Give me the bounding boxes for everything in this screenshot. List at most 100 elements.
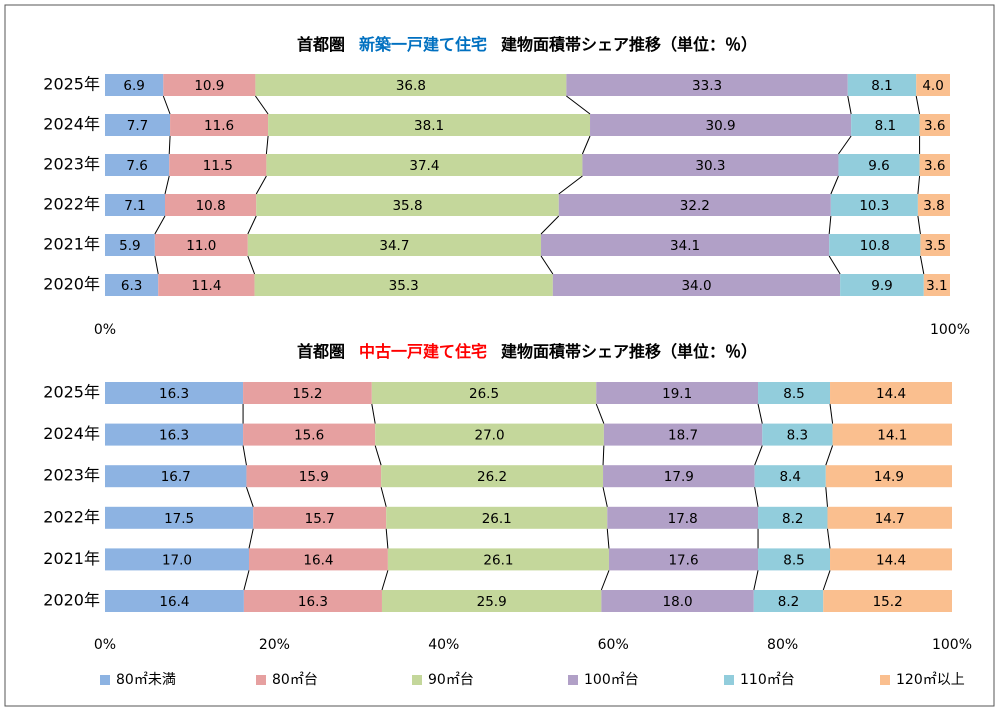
y-tick-label: 2022年 [43,195,100,214]
connector [829,403,834,424]
connector [825,445,834,466]
value-label: 8.1 [875,118,896,134]
legend-label: 80㎡台 [272,672,318,688]
value-label: 9.6 [868,158,889,174]
y-tick-label: 2021年 [43,235,100,254]
bar-segment [832,423,952,446]
bar-segment [371,382,597,404]
value-label: 33.3 [692,78,722,94]
bar-segment [830,194,918,216]
legend-label: 120㎡以上 [896,672,965,688]
value-label: 16.3 [159,428,189,444]
connector [602,445,605,466]
bar-segment [243,382,372,404]
y-tick-label: 2025年 [43,383,100,402]
bar-segment [164,194,257,216]
connector [243,570,250,591]
value-label: 11.0 [186,238,216,254]
connector [606,528,610,549]
value-label: 25.9 [477,594,507,610]
bar-segment [923,274,950,296]
connector [385,528,389,549]
value-label: 16.7 [161,469,191,485]
value-label: 27.0 [475,428,505,444]
bar-segment [838,154,920,176]
bar-segment [847,74,917,96]
value-label: 26.2 [477,469,507,485]
bar-segment [603,423,763,446]
connector [754,487,759,507]
value-label: 15.2 [873,594,903,610]
connector [917,175,921,195]
connector [248,528,254,549]
y-tick-label: 2024年 [43,424,100,443]
connector [830,175,839,195]
value-label: 10.3 [859,198,889,214]
title-part: 首都圏 [297,35,345,54]
value-label: 11.4 [191,278,221,294]
bar-segment [558,194,831,216]
value-label: 17.5 [164,511,194,527]
bar-segment [381,590,602,612]
bar-segment [105,154,170,176]
bar-segment [541,234,830,256]
bar-segment [386,506,608,529]
bar-segment [823,590,952,612]
bar-segment [758,382,831,404]
bar-segment [552,274,841,296]
connector [917,215,921,235]
bar-segment [255,74,567,96]
legend-swatch [724,675,734,685]
bar-segment [840,274,924,296]
bar-segment [105,590,244,612]
bar-segment [758,548,831,571]
connector [566,95,591,115]
connector [602,487,608,507]
y-tick-label: 2024年 [43,115,100,134]
value-label: 14.1 [877,428,907,444]
value-label: 35.8 [392,198,422,214]
connector [558,175,583,195]
connector [826,528,831,549]
bar-segment [851,114,920,136]
title-part: 首都圏 [297,342,345,361]
value-label: 5.9 [119,238,140,254]
value-label: 36.8 [396,78,426,94]
connector [825,487,828,507]
x-tick-label: 60% [598,637,629,653]
value-label: 8.3 [787,428,808,444]
value-label: 17.8 [668,511,698,527]
x-tick-label: 40% [428,637,459,653]
title-part: 建物面積帯シェア推移（単位：％） [501,342,757,361]
value-label: 15.9 [299,469,329,485]
value-label: 14.7 [875,511,905,527]
bar-segment [566,74,848,96]
value-label: 10.9 [194,78,224,94]
value-label: 17.6 [668,552,698,568]
connector [600,570,610,591]
x-tick-label: 100% [930,322,970,338]
y-tick-label: 2023年 [43,155,100,174]
legend-swatch [256,675,266,685]
value-label: 10.8 [196,198,226,214]
bar-segment [169,154,267,176]
legend-label: 100㎡台 [584,672,639,688]
connector [838,135,852,155]
y-tick-label: 2023年 [43,466,100,485]
bar-segment [919,114,950,136]
value-label: 16.3 [159,386,189,402]
connector [828,215,832,235]
value-label: 26.5 [469,386,499,402]
bar-segment [105,114,171,136]
connector [919,255,925,275]
value-label: 8.5 [783,386,804,402]
connector [371,403,376,424]
connector [540,255,554,275]
connector [255,95,269,115]
value-label: 6.9 [123,78,144,94]
legend-label: 90㎡台 [428,672,474,688]
connector [595,403,605,424]
connector [847,95,852,115]
bar-segment [608,548,759,571]
x-tick-label: 20% [259,637,290,653]
